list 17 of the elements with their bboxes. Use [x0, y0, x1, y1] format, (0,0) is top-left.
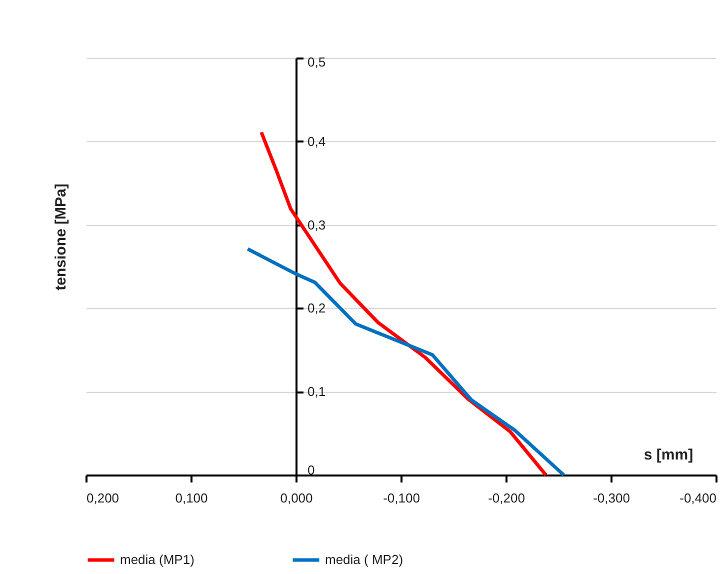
x-tick-label: -0,100	[383, 490, 420, 506]
y-tick-label: 0,4	[308, 134, 326, 149]
y-tick-label: 0,1	[308, 384, 326, 400]
x-tick-label: 0,000	[280, 490, 313, 506]
x-tick-label: -0,300	[593, 490, 630, 506]
x-tick-label: 0,200	[86, 490, 120, 506]
x-axis-title: s [mm]	[644, 446, 694, 464]
x-tick-label: -0,200	[488, 490, 525, 506]
x-tick-label: -0,400	[680, 490, 716, 506]
legend-label: media (MP1)	[120, 552, 194, 567]
y-tick-label: 0,5	[308, 54, 326, 70]
y-tick-label: 0,3	[308, 217, 326, 232]
y-tick-label: 0	[308, 462, 315, 478]
x-tick-label: 0,100	[175, 490, 208, 506]
legend-label: media ( MP2)	[325, 552, 404, 567]
y-axis-title: tensione [MPa]	[52, 184, 70, 290]
y-tick-label: 0,2	[308, 300, 326, 316]
